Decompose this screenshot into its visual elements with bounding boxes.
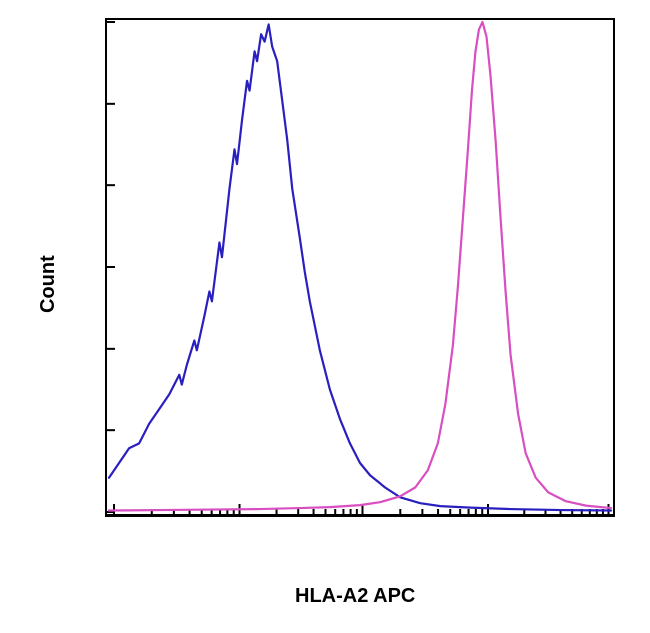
y-axis-label: Count <box>37 233 63 313</box>
series-control <box>109 24 611 510</box>
x-axis-label: HLA-A2 APC <box>295 585 455 611</box>
flow-cytometry-histogram <box>105 18 615 546</box>
figure-container: Count HLA-A2 APC <box>0 0 650 633</box>
series-stained <box>109 22 611 511</box>
